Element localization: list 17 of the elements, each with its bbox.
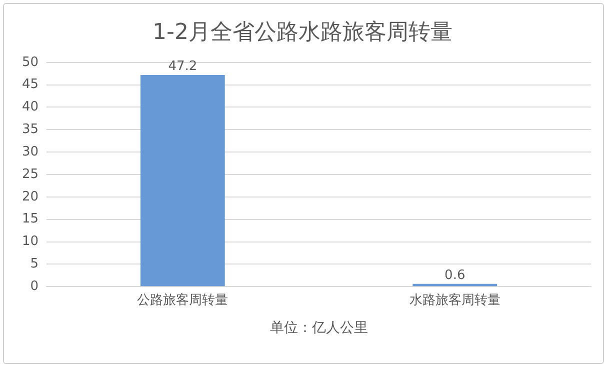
x-tick-label: 水路旅客周转量 <box>409 292 500 308</box>
y-tick-label: 40 <box>22 100 39 115</box>
y-tick-label: 0 <box>30 278 39 294</box>
x-tick-label: 公路旅客周转量 <box>137 292 228 308</box>
y-tick-label: 15 <box>22 212 39 227</box>
y-tick-label: 25 <box>22 166 39 182</box>
chart-title: 1-2月全省公路水路旅客周转量 <box>152 20 452 45</box>
y-tick-label: 5 <box>30 256 39 272</box>
data-label: 0.6 <box>444 268 466 283</box>
y-tick-label: 10 <box>22 234 39 250</box>
x-axis-title: 单位：亿人公里 <box>270 320 368 336</box>
data-label: 47.2 <box>168 58 198 74</box>
y-tick-label: 50 <box>22 54 39 70</box>
y-tick-label: 45 <box>22 77 39 92</box>
y-tick-label: 35 <box>22 122 39 138</box>
y-tick-label: 20 <box>22 189 39 204</box>
y-tick-label: 30 <box>22 144 39 160</box>
